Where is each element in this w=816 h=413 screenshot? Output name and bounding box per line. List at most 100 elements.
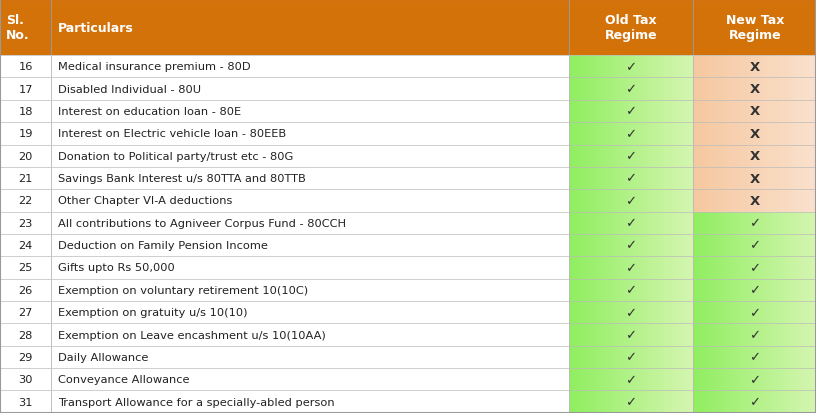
Bar: [643, 78, 648, 101]
Bar: [627, 346, 632, 368]
Bar: [614, 78, 619, 101]
Bar: [685, 234, 690, 256]
Bar: [775, 100, 780, 123]
Bar: [0, 0, 51, 56]
Bar: [701, 78, 706, 101]
Bar: [701, 168, 706, 190]
Bar: [813, 390, 816, 413]
Bar: [751, 256, 756, 279]
Bar: [668, 100, 673, 123]
Bar: [672, 145, 677, 168]
Text: ✓: ✓: [625, 373, 636, 386]
Bar: [713, 346, 718, 368]
Bar: [659, 100, 665, 123]
Bar: [651, 168, 656, 190]
Bar: [589, 123, 594, 145]
Bar: [577, 279, 582, 301]
Bar: [717, 301, 722, 324]
Bar: [639, 145, 644, 168]
Bar: [672, 256, 677, 279]
Bar: [577, 368, 582, 391]
Bar: [569, 256, 574, 279]
Bar: [743, 234, 747, 256]
Bar: [643, 56, 648, 78]
Bar: [664, 78, 669, 101]
Bar: [726, 234, 731, 256]
Bar: [585, 212, 590, 234]
Bar: [51, 234, 569, 256]
Bar: [51, 0, 569, 56]
Bar: [693, 168, 816, 190]
Bar: [783, 56, 789, 78]
Bar: [747, 368, 752, 391]
Bar: [0, 301, 51, 324]
Bar: [738, 56, 743, 78]
Bar: [685, 324, 690, 346]
Bar: [800, 301, 805, 324]
Bar: [730, 190, 735, 212]
Bar: [809, 279, 814, 301]
Bar: [573, 234, 578, 256]
Bar: [51, 78, 569, 101]
Bar: [581, 279, 586, 301]
Bar: [775, 145, 780, 168]
Bar: [763, 123, 768, 145]
Bar: [0, 390, 51, 413]
Bar: [767, 56, 772, 78]
Bar: [693, 324, 816, 346]
Bar: [713, 56, 718, 78]
Bar: [800, 256, 805, 279]
Bar: [593, 56, 598, 78]
Bar: [697, 368, 702, 391]
Bar: [759, 324, 764, 346]
Bar: [771, 78, 776, 101]
Bar: [721, 256, 727, 279]
Bar: [775, 346, 780, 368]
Text: X: X: [750, 83, 760, 96]
Bar: [693, 168, 698, 190]
Text: ✓: ✓: [625, 61, 636, 74]
Bar: [805, 279, 809, 301]
Bar: [792, 100, 797, 123]
Bar: [730, 390, 735, 413]
Bar: [713, 256, 718, 279]
Bar: [627, 390, 632, 413]
Bar: [800, 212, 805, 234]
Bar: [809, 368, 814, 391]
Bar: [788, 190, 793, 212]
Bar: [759, 168, 764, 190]
Bar: [627, 168, 632, 190]
Bar: [717, 100, 722, 123]
Bar: [788, 168, 793, 190]
Bar: [734, 368, 739, 391]
Text: Disabled Individual - 80U: Disabled Individual - 80U: [58, 84, 201, 95]
Text: ✓: ✓: [625, 217, 636, 230]
Bar: [602, 256, 607, 279]
Bar: [693, 256, 698, 279]
Bar: [569, 234, 574, 256]
Bar: [717, 168, 722, 190]
Bar: [726, 368, 731, 391]
Text: 30: 30: [19, 374, 33, 385]
Bar: [751, 168, 756, 190]
Bar: [743, 123, 747, 145]
Bar: [697, 346, 702, 368]
Bar: [689, 346, 694, 368]
Bar: [701, 56, 706, 78]
Bar: [763, 234, 768, 256]
Bar: [693, 78, 698, 101]
Bar: [709, 368, 714, 391]
Bar: [693, 301, 698, 324]
Bar: [51, 346, 569, 368]
Bar: [809, 234, 814, 256]
Bar: [763, 390, 768, 413]
Bar: [717, 145, 722, 168]
Bar: [655, 234, 660, 256]
Text: X: X: [750, 195, 760, 207]
Bar: [627, 100, 632, 123]
Bar: [655, 279, 660, 301]
Bar: [610, 324, 615, 346]
Bar: [0, 168, 51, 190]
Bar: [763, 346, 768, 368]
Bar: [783, 368, 789, 391]
